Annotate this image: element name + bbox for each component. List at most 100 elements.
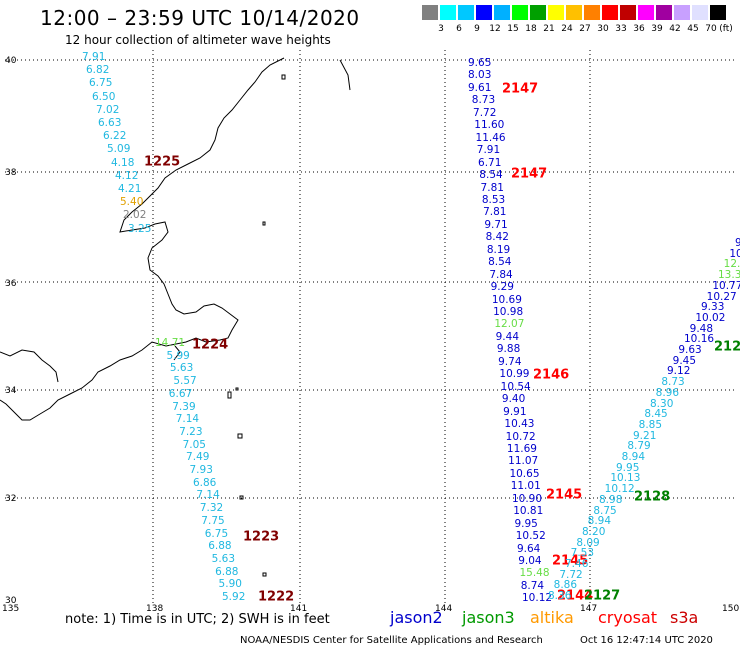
track-value: 4.18 [111, 156, 135, 169]
track-value: 9.64 [516, 542, 541, 555]
legend-label: 21 [543, 24, 555, 34]
track-value: 7.39 [172, 400, 196, 413]
track-value: 9.29 [490, 281, 514, 294]
legend-swatch [530, 5, 546, 20]
latitude-label: 32 [5, 494, 17, 504]
generation-timestamp: Oct 16 12:47:14 UTC 2020 [580, 635, 713, 646]
track-value: 10.99 [499, 368, 530, 381]
satellite-name: jason2 [390, 608, 443, 627]
track-value: 14.71 [155, 337, 186, 349]
legend-label: 15 [507, 24, 519, 34]
pass-time: 2145 [552, 553, 589, 569]
track-value: 7.53 [570, 547, 595, 560]
track-value: 7.93 [189, 464, 213, 476]
pass-time: 2127 [584, 588, 621, 604]
track-value: 6.50 [92, 90, 116, 103]
track-value: 6.75 [89, 77, 113, 90]
track-value: 9.88 [496, 343, 521, 356]
track-value: 6.67 [168, 387, 193, 400]
track-value: 7.46 [565, 558, 589, 570]
satellite-name: jason3 [462, 608, 515, 627]
page-subtitle: 12 hour collection of altimeter wave hei… [65, 33, 331, 47]
track-value: 4.21 [118, 183, 142, 195]
track-value: 8.75 [593, 504, 617, 517]
track-value: 7.81 [483, 206, 507, 219]
footnote: note: 1) Time is in UTC; 2) SWH is in fe… [65, 612, 330, 627]
legend-label: 18 [525, 24, 537, 34]
track-value: 11.07 [508, 455, 539, 468]
pass-time: 2145 [546, 487, 583, 503]
track-value: 5.63 [211, 552, 236, 565]
track-value: 8.53 [481, 193, 506, 206]
track-value: 11.46 [475, 131, 506, 144]
legend-label: 9 [474, 24, 480, 34]
track-value: 13.34 [718, 269, 740, 282]
pass-time: 2146 [533, 367, 570, 383]
legend-label: 42 [669, 24, 681, 34]
pass-time: 1222 [258, 589, 295, 605]
track-value: 10.27 [706, 290, 737, 303]
track-value: 2.02 [123, 209, 147, 222]
track-value: 8.73 [471, 94, 496, 107]
track-value: 7.84 [489, 268, 513, 281]
track-value: 8.94 [587, 515, 612, 528]
legend-swatch [602, 5, 618, 20]
track-value: 7.72 [473, 106, 497, 119]
track-value: 9.40 [501, 393, 526, 406]
legend-swatch [440, 5, 456, 20]
legend-label: 70 [705, 24, 717, 34]
track-value: 7.23 [179, 425, 203, 438]
track-value: 7.05 [182, 438, 206, 451]
track-value: 8.94 [621, 451, 646, 463]
track-value: 8.74 [520, 579, 545, 592]
longitude-label: 144 [435, 604, 453, 614]
legend-swatch [692, 5, 708, 20]
coastline-japan [0, 57, 351, 421]
latitude-label: 30 [5, 596, 17, 606]
legend-label: 27 [579, 24, 591, 34]
track-value: 8.20 [582, 525, 606, 538]
track-value: 10.52 [515, 530, 546, 543]
map-grid [5, 50, 735, 603]
legend-swatch [422, 5, 438, 20]
track-value: 10.81 [513, 505, 544, 518]
track-value: 7.91 [82, 51, 106, 63]
legend-label: 3 [438, 24, 444, 34]
track-value: 7.49 [186, 451, 210, 464]
track-value: 9.63 [678, 344, 702, 356]
pass-time: 2128 [634, 489, 671, 505]
pass-time: 1223 [243, 529, 280, 545]
legend-label: 6 [456, 24, 462, 34]
track-value: 9.65 [468, 57, 492, 69]
legend-label: 30 [597, 24, 609, 34]
track-value: 5.57 [173, 375, 197, 388]
islands [227, 74, 286, 577]
track-value: 7.32 [199, 502, 224, 515]
track-value: 9.61 [468, 81, 492, 94]
satellite-name: altika [530, 608, 574, 627]
track-value: 5.92 [222, 591, 246, 603]
track-value: 5.63 [169, 362, 194, 375]
latitude-label: 40 [5, 56, 17, 66]
legend-swatch [656, 5, 672, 20]
track-value: 15.48 [519, 567, 550, 580]
track-value: 8.73 [661, 376, 685, 389]
track-value: 8.03 [468, 69, 492, 82]
track-value: 7.81 [480, 181, 504, 194]
track-value: 9.45 [672, 354, 697, 367]
track-value: 9.95 [616, 461, 640, 474]
longitude-label: 141 [290, 604, 308, 614]
track-value: 9.48 [689, 322, 714, 335]
track-value: 8.45 [644, 408, 668, 421]
track-value: 11.60 [474, 119, 505, 132]
legend-swatch [476, 5, 492, 20]
track-value: 4.12 [115, 169, 139, 182]
track-value: 9.74 [498, 355, 522, 368]
longitude-label: 135 [2, 604, 20, 614]
legend-swatch [494, 5, 510, 20]
track-value: 6.71 [478, 156, 502, 169]
track-value: 7.14 [175, 413, 200, 426]
track-value: 10.69 [491, 293, 522, 306]
track-value: 9.12 [667, 365, 691, 378]
